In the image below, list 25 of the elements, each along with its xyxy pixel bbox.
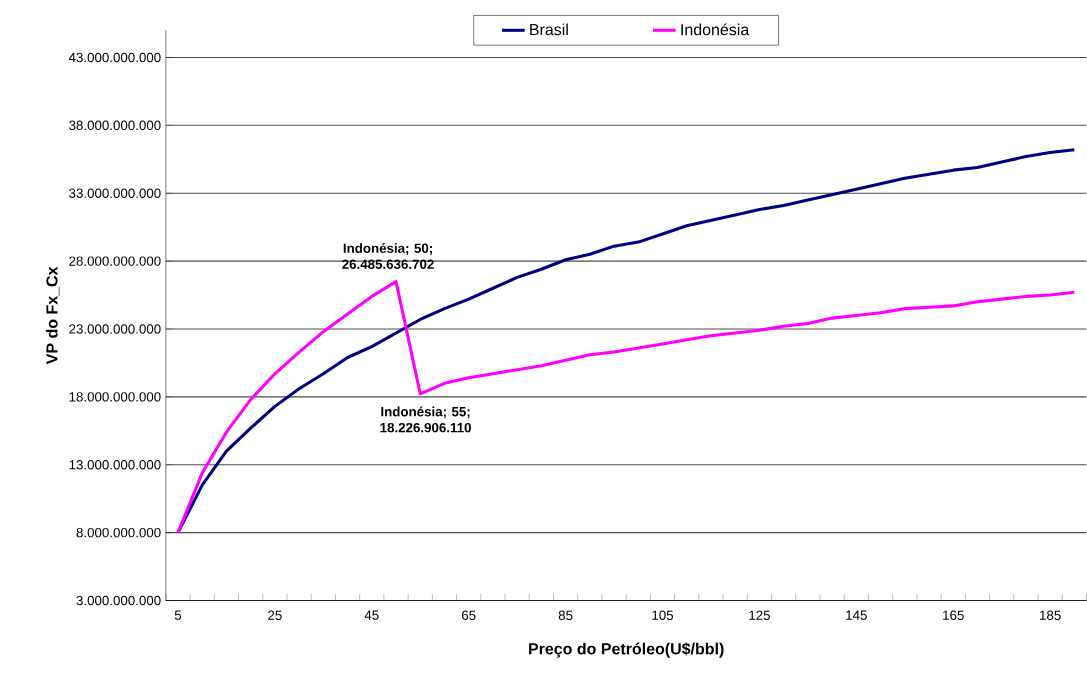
y-tick-label: 23.000.000.000 (69, 324, 161, 334)
x-tick-label: 105 (652, 610, 674, 620)
y-tick-label: 38.000.000.000 (69, 120, 161, 130)
x-axis-title: Preço do Petróleo(U$/bbl) (529, 642, 724, 658)
legend-label: Indonésia (681, 23, 750, 36)
x-tick-label: 45 (364, 610, 379, 620)
y-axis-title: VP do Fx_Cx (45, 266, 60, 364)
annotation: Indonésia; 55; 18.226.906.110 (380, 406, 471, 433)
y-tick-label: 28.000.000.000 (69, 256, 161, 266)
x-tick-label: 125 (749, 610, 770, 620)
y-tick-label: 3.000.000.000 (76, 595, 161, 605)
x-tick-label: 65 (461, 610, 476, 620)
y-tick-label: 18.000.000.000 (69, 391, 161, 402)
y-tick-label: 43.000.000.000 (68, 52, 161, 62)
x-tick-label: 5 (174, 610, 182, 620)
x-tick-label: 85 (558, 610, 573, 620)
x-tick-label: 185 (1040, 610, 1061, 620)
annotation: Indonésia; 50; 26.485.636.702 (342, 242, 434, 269)
x-tick-label: 25 (268, 610, 282, 620)
y-tick-label: 13.000.000.000 (69, 459, 161, 470)
y-tick-label: 8.000.000.000 (76, 527, 161, 538)
y-tick-label: 33.000.000.000 (69, 188, 161, 198)
x-tick-label: 165 (943, 610, 964, 620)
x-tick-label: 145 (846, 610, 867, 620)
legend-label: Brasil (530, 23, 568, 36)
